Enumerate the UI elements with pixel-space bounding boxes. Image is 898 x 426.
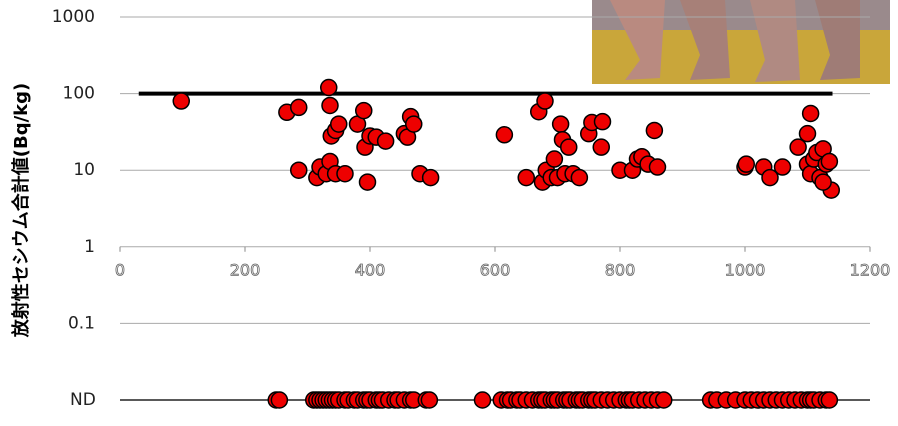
x-tick-label: 400 <box>355 260 386 279</box>
point <box>376 132 395 150</box>
point <box>495 126 514 144</box>
point <box>645 121 664 140</box>
point <box>551 115 570 133</box>
point <box>290 161 308 179</box>
point <box>814 173 832 191</box>
y-tick-label: ND <box>70 390 96 410</box>
x-tick-label: 800 <box>605 260 636 279</box>
nd-point <box>820 391 839 409</box>
point <box>517 168 535 187</box>
point <box>545 150 564 168</box>
point <box>560 138 578 156</box>
photo <box>592 0 890 84</box>
point <box>593 112 612 131</box>
y-tick-label: 10 <box>73 160 95 180</box>
nd-point <box>655 391 673 409</box>
point <box>820 152 839 171</box>
point <box>761 168 779 187</box>
point <box>773 158 792 176</box>
y-axis-label: 放射性セシウム合計値(Bq/kg) <box>10 83 32 339</box>
x-tick-label: 1200 <box>850 260 891 279</box>
nd-point <box>270 391 289 409</box>
y-tick-label: 1 <box>84 237 95 257</box>
nd-point <box>420 391 439 409</box>
point <box>421 168 440 187</box>
point <box>290 98 308 117</box>
point <box>789 138 807 156</box>
point <box>801 104 820 123</box>
point <box>570 168 589 187</box>
point <box>648 158 667 176</box>
point <box>405 115 423 133</box>
point <box>355 101 373 120</box>
x-tick-label: 0 <box>115 260 125 279</box>
point <box>172 92 190 110</box>
point <box>321 96 339 115</box>
x-tick-label: 200 <box>230 260 261 279</box>
point <box>536 92 554 110</box>
point <box>330 115 348 133</box>
nd-point <box>473 391 492 409</box>
point <box>320 78 338 97</box>
y-tick-label: 0.1 <box>68 313 95 333</box>
y-tick-label: 1000 <box>52 7 95 27</box>
y-tick-label: 100 <box>63 84 95 104</box>
x-tick-label: 600 <box>480 260 511 279</box>
point <box>336 164 354 183</box>
point <box>358 173 377 191</box>
x-tick-label: 1000 <box>725 260 766 279</box>
point <box>798 124 817 143</box>
point <box>592 138 610 156</box>
point <box>737 155 755 173</box>
